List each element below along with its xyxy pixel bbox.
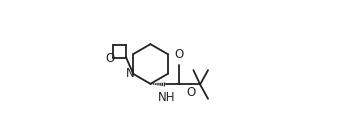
Text: NH: NH xyxy=(158,91,175,104)
Text: O: O xyxy=(105,52,114,65)
Text: O: O xyxy=(187,86,196,99)
Text: O: O xyxy=(174,48,184,61)
Text: N: N xyxy=(126,67,135,80)
